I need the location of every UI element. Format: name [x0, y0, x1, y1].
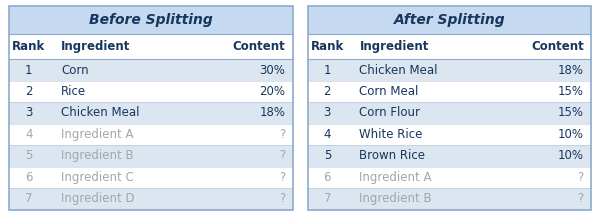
Text: ?: ?: [279, 149, 285, 162]
Text: 30%: 30%: [259, 64, 285, 76]
Text: Corn: Corn: [61, 64, 89, 76]
Bar: [9, 102, 293, 124]
Text: 5: 5: [323, 149, 331, 162]
Text: Ingredient: Ingredient: [359, 40, 429, 53]
Bar: [308, 34, 591, 59]
Text: 2: 2: [25, 85, 32, 98]
Text: Chicken Meal: Chicken Meal: [359, 64, 438, 76]
Text: 10%: 10%: [558, 149, 584, 162]
Text: 10%: 10%: [558, 128, 584, 141]
Bar: [9, 188, 293, 210]
Bar: [9, 167, 293, 188]
Text: 3: 3: [25, 106, 32, 119]
Bar: [308, 124, 591, 145]
Text: ?: ?: [279, 192, 285, 205]
Text: After Splitting: After Splitting: [394, 13, 505, 27]
Text: Ingredient: Ingredient: [61, 40, 130, 53]
Bar: [308, 6, 591, 210]
Text: 1: 1: [25, 64, 32, 76]
Bar: [9, 6, 293, 34]
Text: Rice: Rice: [61, 85, 86, 98]
Text: 6: 6: [323, 171, 331, 184]
Text: Ingredient B: Ingredient B: [61, 149, 134, 162]
Text: Ingredient A: Ingredient A: [61, 128, 133, 141]
Bar: [308, 102, 591, 124]
Bar: [9, 81, 293, 102]
Text: 3: 3: [323, 106, 331, 119]
Bar: [308, 167, 591, 188]
Text: 20%: 20%: [259, 85, 285, 98]
Text: ?: ?: [279, 128, 285, 141]
Text: 15%: 15%: [558, 85, 584, 98]
Text: Content: Content: [232, 40, 285, 53]
Text: ?: ?: [577, 171, 584, 184]
Text: Before Splitting: Before Splitting: [89, 13, 212, 27]
Text: ?: ?: [577, 192, 584, 205]
Text: Ingredient D: Ingredient D: [61, 192, 134, 205]
Text: 6: 6: [25, 171, 32, 184]
Bar: [9, 145, 293, 167]
Text: 18%: 18%: [558, 64, 584, 76]
Bar: [308, 59, 591, 81]
Bar: [308, 6, 591, 34]
Text: Content: Content: [531, 40, 584, 53]
Text: 4: 4: [323, 128, 331, 141]
Text: Chicken Meal: Chicken Meal: [61, 106, 139, 119]
Bar: [9, 59, 293, 81]
Bar: [9, 6, 293, 210]
Text: White Rice: White Rice: [359, 128, 423, 141]
Bar: [9, 34, 293, 59]
Text: 15%: 15%: [558, 106, 584, 119]
Text: Corn Flour: Corn Flour: [359, 106, 421, 119]
Bar: [9, 124, 293, 145]
Text: 1: 1: [323, 64, 331, 76]
Text: Ingredient C: Ingredient C: [61, 171, 134, 184]
Text: ?: ?: [279, 171, 285, 184]
Text: Ingredient B: Ingredient B: [359, 192, 432, 205]
Bar: [308, 188, 591, 210]
Text: Ingredient A: Ingredient A: [359, 171, 432, 184]
Text: Brown Rice: Brown Rice: [359, 149, 425, 162]
Text: Rank: Rank: [311, 40, 344, 53]
Text: Rank: Rank: [12, 40, 46, 53]
Text: 7: 7: [323, 192, 331, 205]
Bar: [308, 81, 591, 102]
Text: Corn Meal: Corn Meal: [359, 85, 419, 98]
Text: 7: 7: [25, 192, 32, 205]
Bar: [308, 145, 591, 167]
Text: 2: 2: [323, 85, 331, 98]
Text: 18%: 18%: [259, 106, 285, 119]
Text: 4: 4: [25, 128, 32, 141]
Text: 5: 5: [25, 149, 32, 162]
